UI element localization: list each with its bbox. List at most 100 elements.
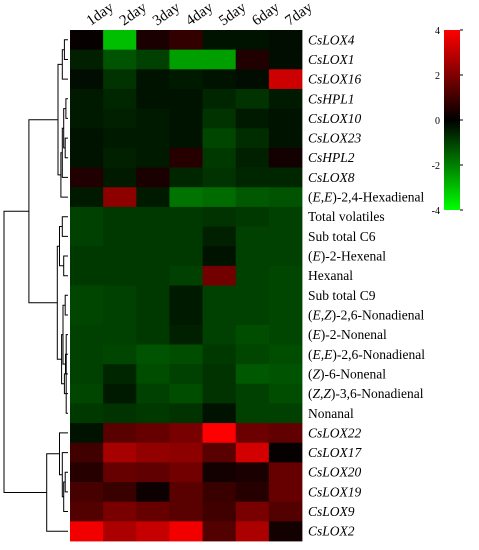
- dendrogram-branch: [63, 39, 68, 60]
- row-label: CsLOX9: [308, 504, 355, 519]
- heatmap-cell: [268, 285, 303, 306]
- heatmap-cell: [235, 69, 270, 90]
- heatmap-cell: [202, 324, 237, 345]
- row-label: CsLOX2: [308, 524, 355, 539]
- heatmap-cell: [103, 324, 137, 345]
- heatmap-cell: [202, 403, 237, 424]
- heatmap-cell: [70, 403, 104, 424]
- heatmap-cell: [169, 285, 203, 306]
- heatmap-cell: [136, 423, 170, 444]
- heatmap-cell: [169, 501, 203, 522]
- heatmap-cell: [70, 364, 104, 385]
- heatmap-cell: [136, 265, 170, 286]
- heatmap-cell: [268, 246, 303, 267]
- heatmap-cell: [202, 88, 237, 110]
- heatmap-cell: [103, 344, 137, 365]
- heatmap-cell: [268, 147, 303, 168]
- dendrogram-branch: [57, 63, 63, 176]
- heatmap-cell: [103, 521, 137, 542]
- heatmap-cell: [268, 501, 303, 522]
- heatmap-cell: [169, 344, 203, 365]
- heatmap-cell: [136, 187, 170, 208]
- heatmap-cell: [103, 462, 137, 483]
- heatmap-cell: [103, 30, 137, 51]
- row-label: (E,Z)-2,6-Nonadienal: [308, 308, 424, 323]
- heatmap-cell: [202, 364, 237, 385]
- heatmap-cell: [103, 442, 137, 463]
- heatmap-cell: [268, 442, 303, 463]
- heatmap-cell: [70, 88, 104, 110]
- heatmap-cell: [169, 305, 203, 326]
- dendrogram-branch: [3, 210, 47, 493]
- heatmap-cell: [268, 324, 303, 345]
- heatmap-cell: [70, 265, 104, 286]
- row-label: CsLOX22: [308, 425, 362, 440]
- row-label: CsLOX16: [308, 72, 362, 87]
- heatmap-cell: [235, 187, 270, 208]
- heatmap-cell: [202, 344, 237, 365]
- heatmap-cell: [268, 187, 303, 208]
- heatmap-cell: [268, 521, 303, 542]
- row-label: CsLOX1: [308, 52, 355, 67]
- heatmap-cell: [136, 128, 170, 149]
- heatmap-cell: [136, 482, 170, 503]
- dendrogram-branch: [59, 432, 68, 476]
- color-scale-tick-label: -2: [432, 161, 440, 172]
- dendrogram-branch: [65, 353, 68, 375]
- heatmap-cell: [169, 246, 203, 267]
- heatmap-cell: [70, 69, 104, 90]
- heatmap-cell: [169, 324, 203, 345]
- color-scale-tick-label: 4: [435, 26, 440, 37]
- heatmap-cell: [268, 265, 303, 286]
- row-label: CsLOX4: [308, 32, 355, 47]
- heatmap-cell: [202, 521, 237, 542]
- heatmap-cell: [70, 423, 104, 444]
- heatmap-cell: [136, 30, 170, 51]
- heatmap-cell: [70, 206, 104, 227]
- heatmap-cell: [103, 403, 137, 424]
- heatmap-cell: [202, 305, 237, 326]
- heatmap-cell: [268, 88, 303, 110]
- heatmap-cell: [202, 167, 237, 188]
- heatmap-cell: [70, 482, 104, 503]
- heatmap-cell: [103, 128, 137, 149]
- heatmap-cell: [136, 383, 170, 404]
- column-label: 5day: [216, 0, 249, 29]
- color-scale-tick-label: 0: [435, 116, 440, 127]
- heatmap-cell: [202, 187, 237, 208]
- heatmap-cell: [169, 206, 203, 227]
- heatmap-cell: [70, 128, 104, 149]
- color-scale-tick-label: 2: [435, 71, 440, 82]
- heatmap-cell: [169, 147, 203, 168]
- heatmap-cell: [169, 69, 203, 90]
- row-label: Sub total C9: [308, 288, 376, 303]
- heatmap-cell: [103, 69, 137, 90]
- heatmap-cell: [235, 364, 270, 385]
- heatmap-cell: [70, 167, 104, 188]
- heatmap-cell: [136, 167, 170, 188]
- heatmap-cell: [235, 403, 270, 424]
- heatmap-cell: [268, 49, 303, 70]
- heatmap-cell: [103, 265, 137, 286]
- heatmap-cell: [268, 30, 303, 51]
- heatmap-cell: [268, 383, 303, 404]
- heatmap-cell: [103, 206, 137, 227]
- heatmap-cell: [169, 167, 203, 188]
- heatmap-cell: [235, 305, 270, 326]
- heatmap-cell: [136, 344, 170, 365]
- heatmap-cell: [136, 324, 170, 345]
- heatmap-cell: [235, 462, 270, 483]
- heatmap-cell: [103, 423, 137, 444]
- heatmap-cell: [70, 324, 104, 345]
- heatmap-cell: [268, 364, 303, 385]
- heatmap-cell: [136, 226, 170, 247]
- heatmap-cell: [268, 128, 303, 149]
- heatmap-cell: [268, 403, 303, 424]
- heatmap-cell: [70, 246, 104, 267]
- heatmap-cell: [169, 187, 203, 208]
- heatmap-cell: [268, 108, 303, 129]
- heatmap-cell: [268, 482, 303, 503]
- heatmap-cell: [235, 285, 270, 306]
- dendrogram-branch: [61, 216, 68, 237]
